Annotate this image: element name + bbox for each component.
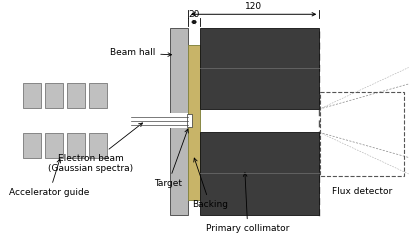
Text: Accelerator guide: Accelerator guide <box>9 159 90 197</box>
Bar <box>187 114 192 127</box>
Text: Electron beam
(Gaussian spectra): Electron beam (Gaussian spectra) <box>48 123 143 173</box>
Text: Target: Target <box>154 129 188 188</box>
Bar <box>188 45 200 200</box>
Bar <box>67 133 85 159</box>
Bar <box>89 83 106 108</box>
Bar <box>200 132 319 215</box>
Text: 120: 120 <box>245 2 262 11</box>
Text: 20: 20 <box>188 10 200 19</box>
Bar <box>170 28 188 215</box>
Text: Primary collimator: Primary collimator <box>206 173 290 233</box>
Bar <box>89 133 106 159</box>
Bar <box>23 133 41 159</box>
Bar <box>45 83 63 108</box>
Bar <box>200 28 319 109</box>
Text: Backing: Backing <box>192 158 228 209</box>
Bar <box>23 83 41 108</box>
Bar <box>170 113 188 128</box>
Bar <box>320 92 404 176</box>
Text: Beam hall: Beam hall <box>110 49 171 58</box>
Bar <box>67 83 85 108</box>
Text: Flux detector: Flux detector <box>332 187 392 196</box>
Bar <box>45 133 63 159</box>
